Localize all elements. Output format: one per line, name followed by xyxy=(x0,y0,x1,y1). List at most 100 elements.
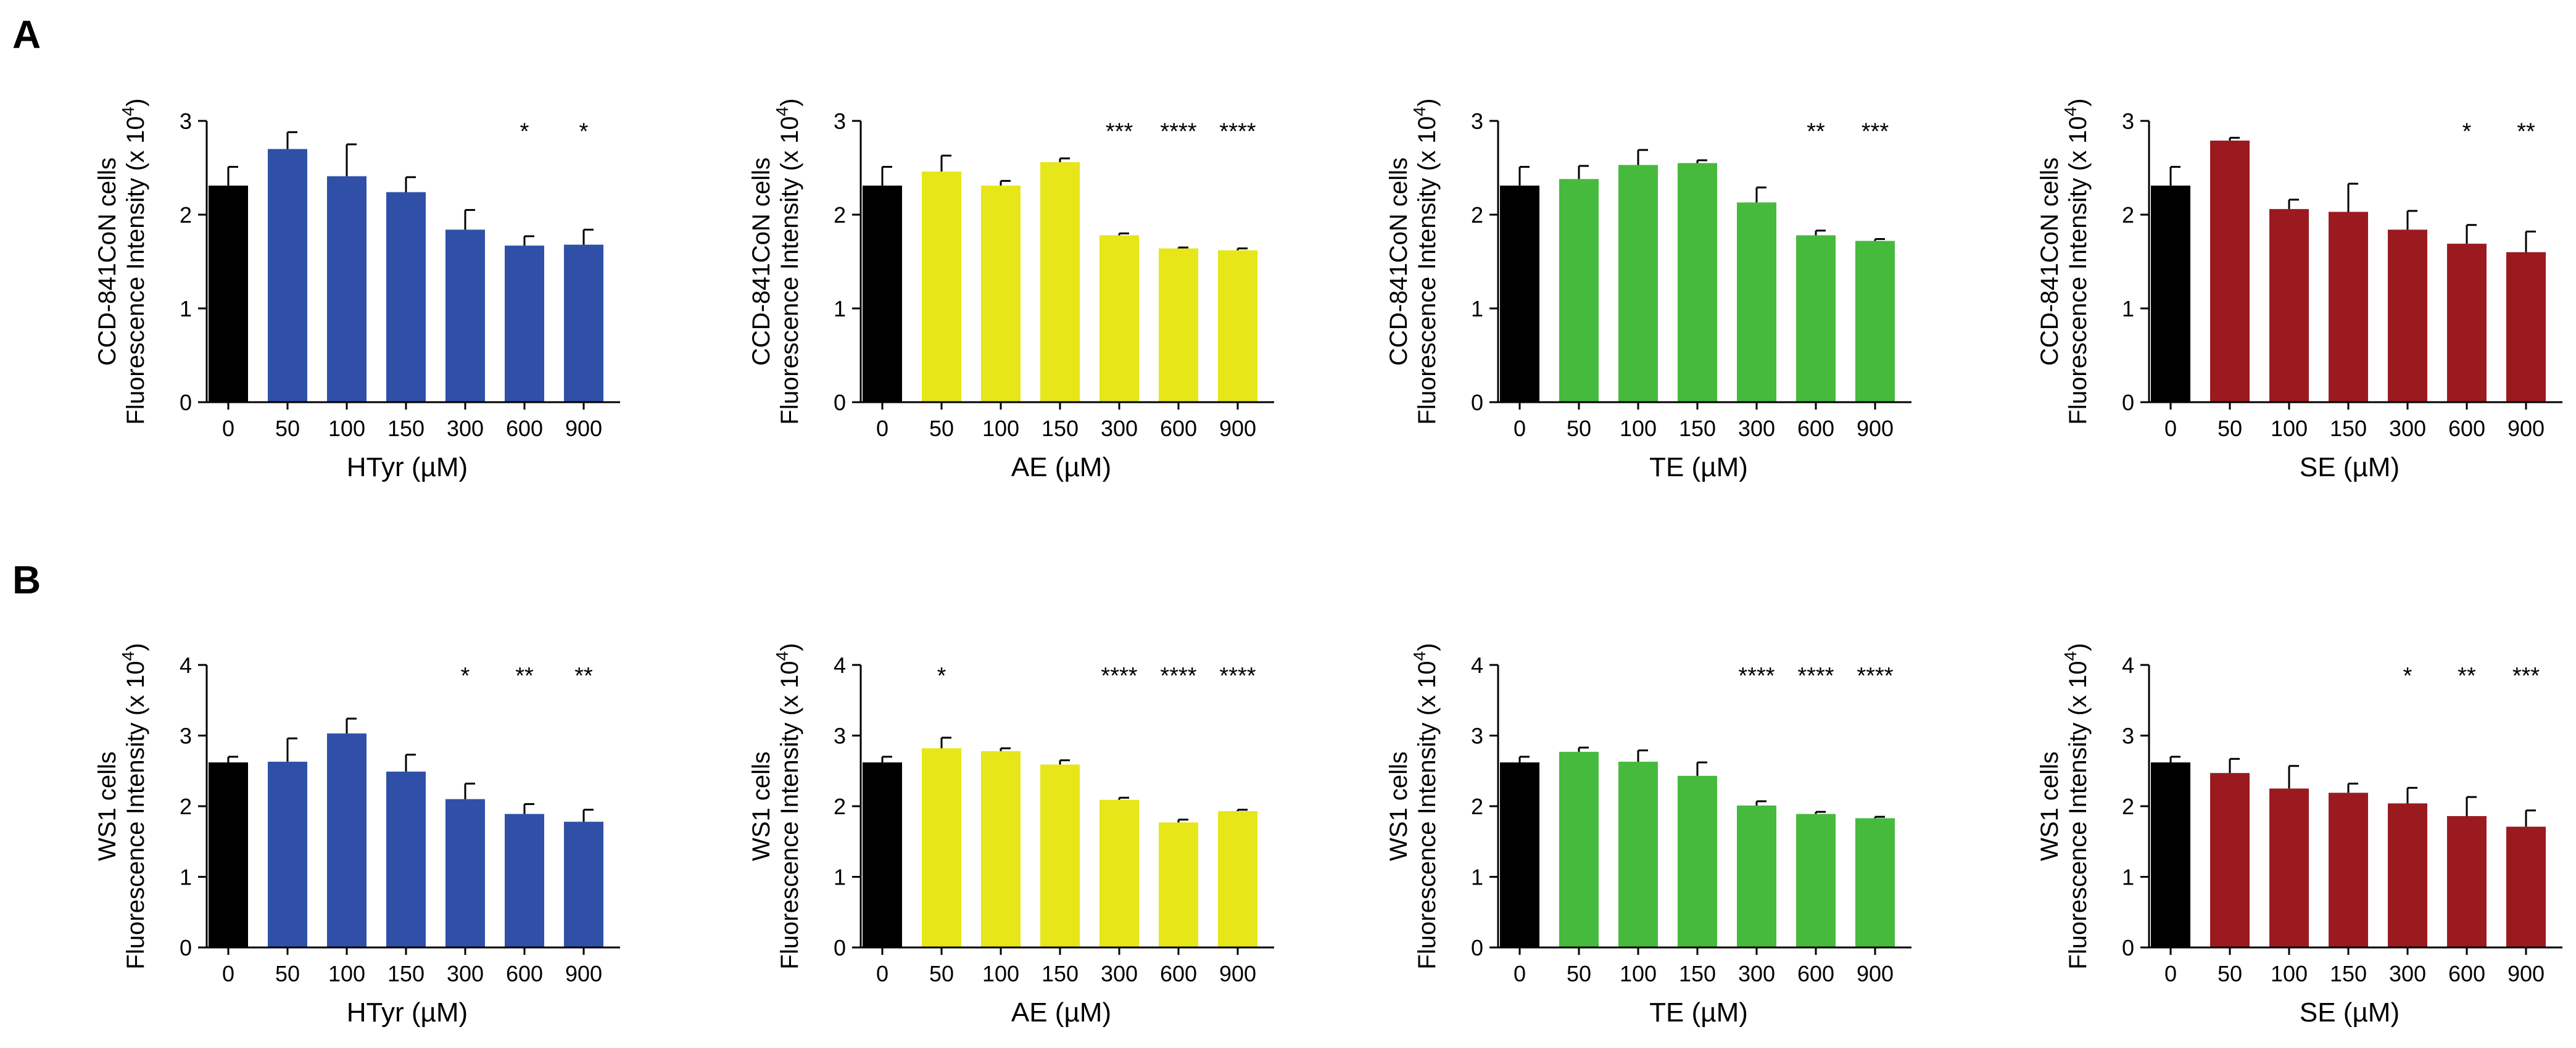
x-tick-label: 0 xyxy=(876,416,888,441)
bar xyxy=(1159,822,1198,947)
x-tick-label: 300 xyxy=(2389,961,2426,986)
significance-label: ** xyxy=(574,663,593,689)
x-tick-label: 600 xyxy=(506,961,543,986)
y-tick-label: 2 xyxy=(1471,794,1483,819)
bar xyxy=(1559,179,1599,402)
y-tick-label: 1 xyxy=(180,865,192,890)
x-tick-label: 300 xyxy=(1101,961,1138,986)
significance-label: **** xyxy=(1738,663,1775,689)
y-tick-label: 4 xyxy=(180,653,192,678)
x-tick-label: 50 xyxy=(275,416,300,441)
x-tick-label: 50 xyxy=(1567,961,1591,986)
significance-label: * xyxy=(2462,119,2472,145)
x-tick-label: 900 xyxy=(1857,416,1894,441)
y-axis-title-line2: Fluorescence Intensity (x 104) xyxy=(2061,643,2092,969)
x-tick-label: 0 xyxy=(876,961,888,986)
y-axis-title-close: ) xyxy=(1414,643,1441,651)
significance-label: *** xyxy=(1106,119,1133,145)
bar xyxy=(1100,235,1139,402)
y-axis-title-line2: Fluorescence Intensity (x 104) xyxy=(118,643,149,969)
y-tick-label: 0 xyxy=(2122,390,2134,415)
y-tick-label: 2 xyxy=(1471,202,1483,228)
x-tick-label: 0 xyxy=(222,961,234,986)
y-tick-label: 1 xyxy=(180,296,192,321)
bar xyxy=(1796,235,1836,402)
y-axis-title-close: ) xyxy=(122,98,149,106)
y-axis-title-text: Fluorescence Intensity (x 10 xyxy=(1414,661,1441,969)
chart-a-3: 0 50 100 150 300 ** 600 *** 900 0 1 2 3 TE (µM) CCD-84… xyxy=(1385,98,1911,482)
panel-letter-b: B xyxy=(12,558,41,602)
bar xyxy=(505,245,544,402)
bar xyxy=(1040,764,1080,947)
x-axis-title: AE (µM) xyxy=(1011,452,1111,482)
bar xyxy=(1737,202,1776,402)
x-tick-label: 100 xyxy=(2271,416,2308,441)
y-axis-title-line1: WS1 cells xyxy=(748,751,775,861)
chart-b-4: 0 50 100 150 * 300 ** 600 *** 900 0 1 2 3 4 SE (µM) WS1 … xyxy=(2036,643,2562,1028)
y-axis-title-exponent: 4 xyxy=(1410,107,1429,117)
chart-a-1: 0 50 100 150 300 * 600 * 900 0 1 2 3 HTyr (µM) CCD-841… xyxy=(94,98,620,482)
significance-label: * xyxy=(2403,663,2412,689)
significance-label: **** xyxy=(1857,663,1893,689)
bar xyxy=(2151,185,2190,402)
x-tick-label: 600 xyxy=(1160,416,1197,441)
x-tick-label: 300 xyxy=(1101,416,1138,441)
x-tick-label: 150 xyxy=(387,416,425,441)
bar xyxy=(209,762,248,947)
bar xyxy=(564,822,603,947)
x-axis-title: HTyr (µM) xyxy=(347,997,468,1028)
y-tick-label: 0 xyxy=(834,390,846,415)
x-axis-title: SE (µM) xyxy=(2300,997,2400,1028)
x-tick-label: 300 xyxy=(1738,416,1775,441)
y-axis-title-exponent: 4 xyxy=(772,651,792,661)
significance-label: *** xyxy=(1862,119,1889,145)
x-tick-label: 100 xyxy=(328,416,365,441)
x-tick-label: 150 xyxy=(1042,961,1079,986)
bar xyxy=(327,733,367,947)
bar xyxy=(1500,762,1539,947)
bar xyxy=(1855,241,1895,402)
significance-label: ** xyxy=(1807,119,1825,145)
y-axis-title-line1: CCD-841CoN cells xyxy=(1385,157,1412,366)
bar xyxy=(1737,805,1776,947)
significance-label: **** xyxy=(1219,119,1256,145)
y-axis-title-exponent: 4 xyxy=(1410,651,1429,661)
x-tick-label: 50 xyxy=(2218,961,2242,986)
significance-label: **** xyxy=(1160,119,1196,145)
significance-label: * xyxy=(937,663,946,689)
y-axis-title-line2: Fluorescence Intensity (x 104) xyxy=(1410,643,1441,969)
x-tick-label: 150 xyxy=(2330,416,2367,441)
bar xyxy=(2388,229,2427,402)
y-tick-label: 3 xyxy=(1471,109,1483,134)
y-axis-title-text: Fluorescence Intensity (x 10 xyxy=(776,116,803,424)
bar xyxy=(564,244,603,402)
x-tick-label: 150 xyxy=(1042,416,1079,441)
y-tick-label: 0 xyxy=(1471,935,1483,960)
y-tick-label: 2 xyxy=(180,202,192,228)
y-axis-title-line2: Fluorescence Intensity (x 104) xyxy=(772,643,803,969)
bar xyxy=(327,176,367,402)
x-tick-label: 900 xyxy=(1219,961,1256,986)
bar xyxy=(268,149,307,402)
y-tick-label: 1 xyxy=(1471,296,1483,321)
x-tick-label: 900 xyxy=(2508,961,2545,986)
x-tick-label: 900 xyxy=(1219,416,1256,441)
x-tick-label: 150 xyxy=(1679,961,1716,986)
y-tick-label: 0 xyxy=(180,935,192,960)
significance-label: ** xyxy=(2458,663,2476,689)
y-axis-title-close: ) xyxy=(1414,98,1441,106)
y-tick-label: 3 xyxy=(834,724,846,749)
bar xyxy=(2329,793,2368,947)
bar xyxy=(2269,788,2309,947)
y-tick-label: 0 xyxy=(834,935,846,960)
y-tick-label: 1 xyxy=(834,296,846,321)
y-axis-title-close: ) xyxy=(2065,98,2092,106)
x-tick-label: 300 xyxy=(1738,961,1775,986)
significance-label: **** xyxy=(1160,663,1196,689)
y-tick-label: 3 xyxy=(180,724,192,749)
y-axis-title-text: Fluorescence Intensity (x 10 xyxy=(2065,116,2092,424)
bar xyxy=(2151,762,2190,947)
chart-b-1: 0 50 100 150 * 300 ** 600 ** 900 0 1 2 3 4 HTyr (µM) WS1… xyxy=(94,643,620,1028)
x-tick-label: 900 xyxy=(565,961,602,986)
